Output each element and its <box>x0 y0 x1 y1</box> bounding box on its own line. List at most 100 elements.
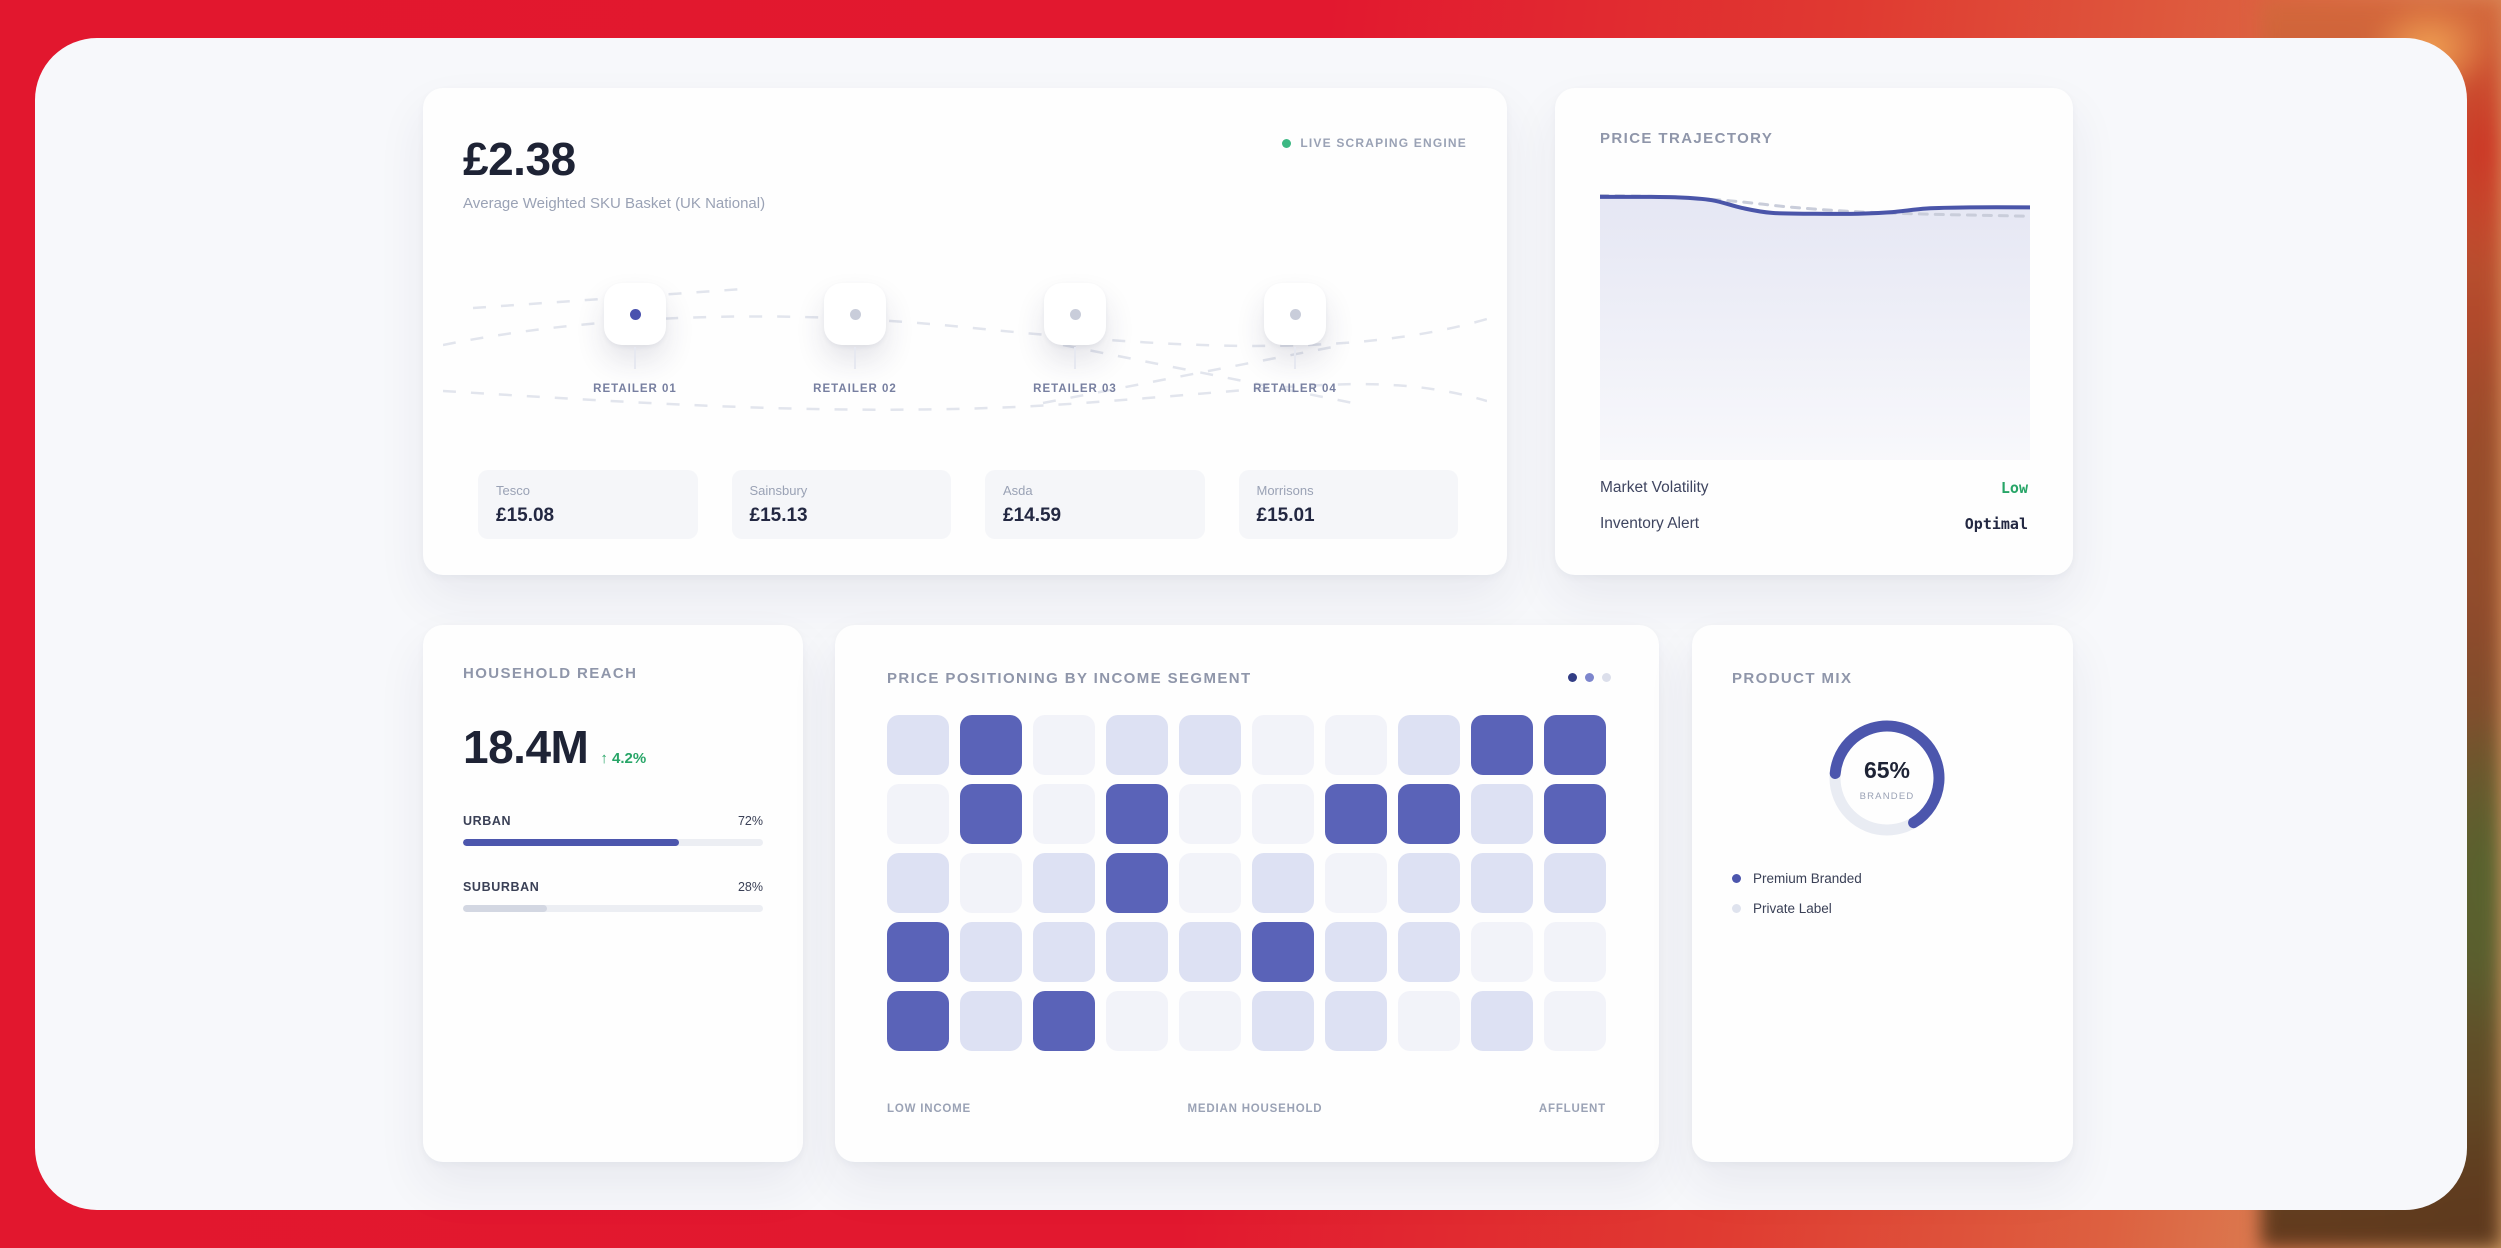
productmix-legend: Premium Branded Private Label <box>1732 867 1862 927</box>
heatmap-cell <box>1471 922 1533 982</box>
basket-value: £2.38 <box>463 133 576 185</box>
household-segment: URBAN 72% <box>463 814 763 846</box>
heatmap-cell <box>1544 922 1606 982</box>
trajectory-area-fill <box>1600 196 2030 460</box>
trajectory-title: PRICE TRAJECTORY <box>1600 130 1774 147</box>
carousel-dot[interactable] <box>1602 673 1611 682</box>
heatmap-cell <box>960 715 1022 775</box>
retailer-node-tick <box>1294 347 1296 369</box>
legend-item: Premium Branded <box>1732 867 1862 889</box>
heatmap-cell <box>1398 715 1460 775</box>
household-value: 18.4M <box>463 721 589 773</box>
segment-label: SUBURBAN <box>463 880 540 894</box>
stat-label: Market Volatility <box>1600 479 1709 496</box>
heatmap-cell <box>1544 715 1606 775</box>
retailer-node-tile[interactable] <box>1044 283 1106 345</box>
heatmap-cell <box>1252 784 1314 844</box>
retailer-price: £15.08 <box>496 505 555 526</box>
heatmap-cell <box>1106 991 1168 1051</box>
retailer-node-label: RETAILER 04 <box>1253 383 1337 395</box>
household-title: HOUSEHOLD REACH <box>463 665 638 682</box>
stat-row: Inventory Alert Optimal <box>1600 512 2028 536</box>
heatmap-x-axis: LOW INCOME MEDIAN HOUSEHOLD AFFLUENT <box>887 1103 1606 1115</box>
heatmap-cell <box>887 715 949 775</box>
retailer-node: RETAILER 01 <box>550 283 720 395</box>
heatmap-cell <box>1544 784 1606 844</box>
heatmap-cell <box>1398 922 1460 982</box>
income-axis-label: AFFLUENT <box>1538 1103 1606 1115</box>
segment-bar-track <box>463 905 763 912</box>
carousel-dot[interactable] <box>1568 673 1577 682</box>
heatmap-cell <box>1179 853 1241 913</box>
heatmap-cell <box>1544 853 1606 913</box>
household-segment: SUBURBAN 28% <box>463 880 763 912</box>
heatmap-cell <box>960 784 1022 844</box>
stat-value: Low <box>2000 479 2028 497</box>
heatmap-cell <box>1033 784 1095 844</box>
retailer-price-row: Tesco £15.08 Sainsbury £15.13 Asda £14.59 Morr… <box>478 470 1458 539</box>
heatmap-cell <box>1106 853 1168 913</box>
basket-card: LIVE SCRAPING ENGINE £2.38 Average Weigh… <box>423 88 1507 575</box>
retailer-node-dot-icon <box>1289 308 1301 320</box>
heatmap-cell <box>1252 853 1314 913</box>
heatmap-cell <box>960 853 1022 913</box>
retailer-price-card: Morrisons £15.01 <box>1238 470 1458 539</box>
heatmap-title: PRICE POSITIONING BY INCOME SEGMENT <box>887 670 1252 687</box>
retailer-network: RETAILER 01 RETAILER 02 RETAILER 03 RETAILE… <box>423 253 1507 483</box>
retailer-node-tile[interactable] <box>824 283 886 345</box>
retailer-node-label: RETAILER 02 <box>813 383 897 395</box>
retailer-node: RETAILER 03 <box>990 283 1160 395</box>
network-dashed-lines-decor <box>443 287 1487 411</box>
stat-row: Market Volatility Low <box>1600 476 2028 500</box>
segment-percent: 72% <box>737 814 763 828</box>
dashboard-canvas: LIVE SCRAPING ENGINE £2.38 Average Weigh… <box>35 38 2467 1210</box>
household-card: HOUSEHOLD REACH 18.4M ↑ 4.2% URBAN 72% SUB… <box>423 625 803 1162</box>
heatmap-cell <box>887 784 949 844</box>
heatmap-cell <box>887 853 949 913</box>
carousel-dot[interactable] <box>1585 673 1594 682</box>
heatmap-cell <box>1179 715 1241 775</box>
stat-label: Inventory Alert <box>1600 515 1700 532</box>
segment-bar-fill <box>463 839 679 846</box>
household-inner: HOUSEHOLD REACH 18.4M ↑ 4.2% URBAN 72% SUB… <box>463 665 763 1122</box>
basket-headline: £2.38 Average Weighted SKU Basket (UK Na… <box>463 132 765 212</box>
retailer-node-dot-icon <box>849 308 861 320</box>
income-axis-label: MEDIAN HOUSEHOLD <box>1187 1103 1323 1115</box>
heatmap-cell <box>1252 991 1314 1051</box>
retailer-node-tile[interactable] <box>604 283 666 345</box>
heatmap-grid <box>887 715 1606 1051</box>
heatmap-cell <box>1252 922 1314 982</box>
stat-value: Optimal <box>1964 515 2028 533</box>
segment-percent: 28% <box>737 880 763 894</box>
retailer-name: Sainsbury <box>749 483 808 498</box>
live-status-icon <box>1282 138 1292 148</box>
trajectory-stats: Market Volatility Low Inventory Alert Optim… <box>1600 476 2028 548</box>
heatmap-cell <box>1325 715 1387 775</box>
retailer-name: Tesco <box>496 483 530 498</box>
donut-branded-arc <box>1829 720 1945 836</box>
trajectory-price-line <box>1600 194 2030 216</box>
income-axis-label: LOW INCOME <box>887 1103 972 1115</box>
retailer-price: £14.59 <box>1003 505 1062 526</box>
retailer-node-dot-icon <box>629 308 641 320</box>
segment-bar-track <box>463 839 763 846</box>
retailer-node-tile[interactable] <box>1264 283 1326 345</box>
legend-label: Premium Branded <box>1753 870 1862 886</box>
heatmap-cell <box>960 922 1022 982</box>
productmix-card: PRODUCT MIX 65% BRANDED Premium Branded P… <box>1692 625 2073 1162</box>
segment-header: SUBURBAN 28% <box>463 880 763 894</box>
segment-header: URBAN 72% <box>463 814 763 828</box>
legend-dot-icon <box>1732 903 1741 913</box>
heatmap-cell <box>1106 922 1168 982</box>
retailer-node-label: RETAILER 03 <box>1033 383 1117 395</box>
heatmap-cell <box>1471 715 1533 775</box>
heatmap-card: PRICE POSITIONING BY INCOME SEGMENT LOW … <box>835 625 1659 1162</box>
donut-center-value: 65% <box>1864 757 1910 783</box>
retailer-name: Asda <box>1003 483 1033 498</box>
retailer-node: RETAILER 04 <box>1210 283 1380 395</box>
heatmap-cell <box>1325 784 1387 844</box>
retailer-node-tick <box>854 347 856 369</box>
heatmap-cell <box>1325 991 1387 1051</box>
live-badge-label: LIVE SCRAPING ENGINE <box>1300 136 1467 150</box>
